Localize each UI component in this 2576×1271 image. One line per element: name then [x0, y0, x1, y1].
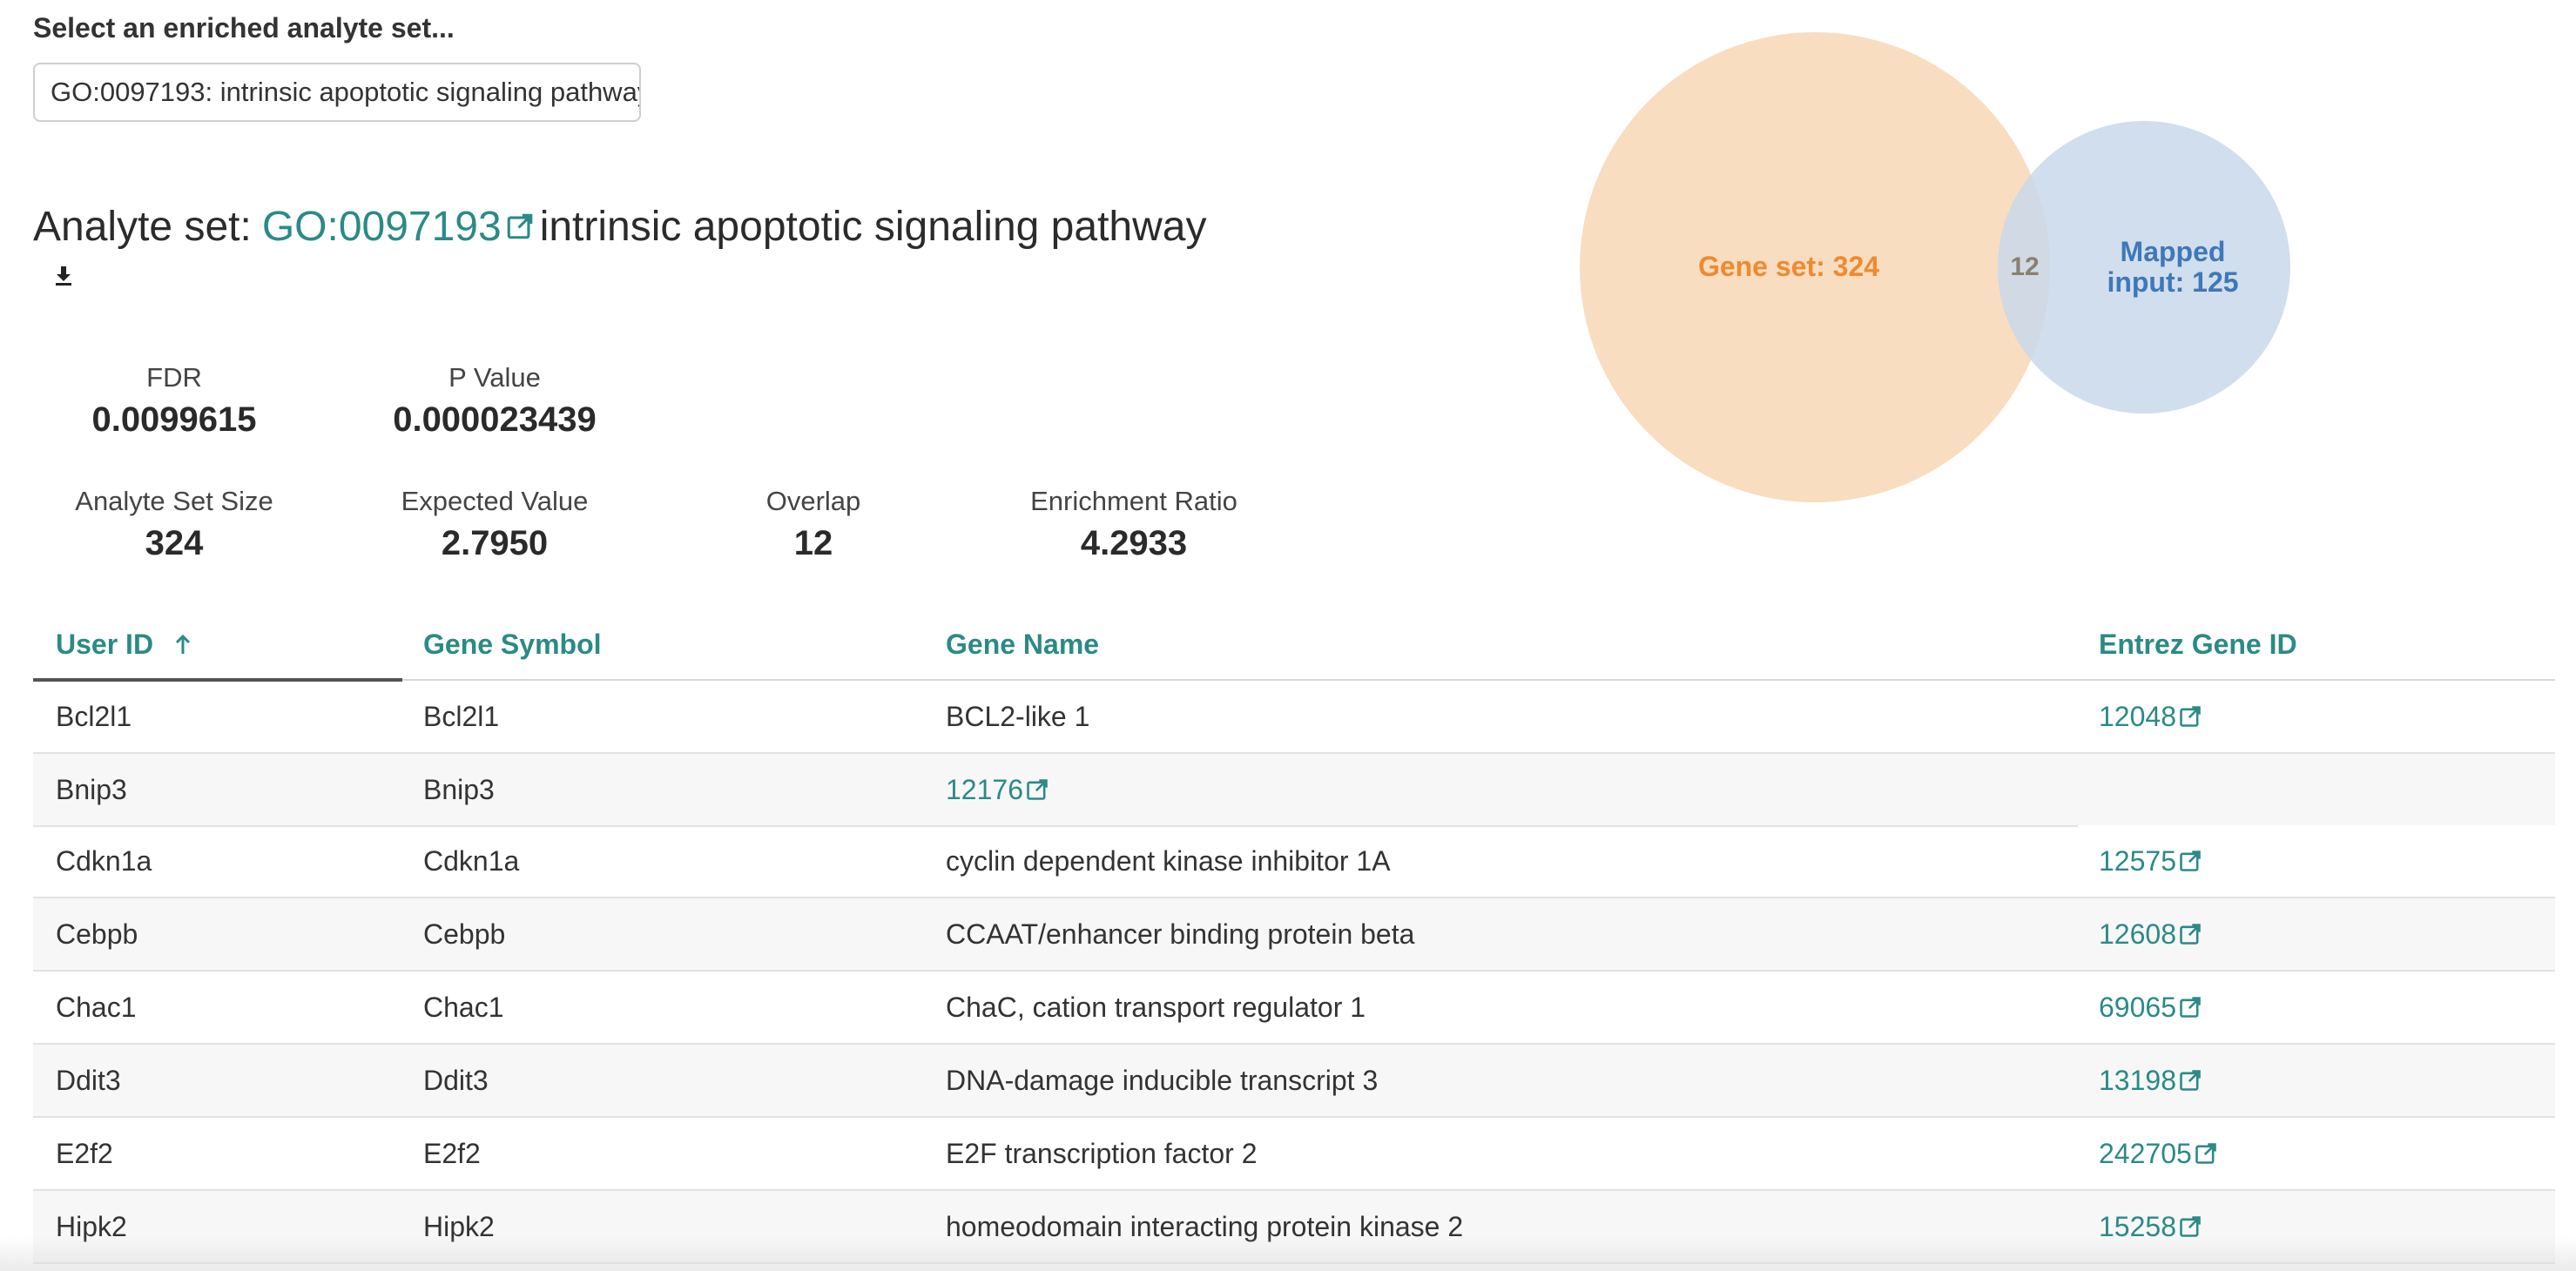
external-link-icon — [2180, 706, 2201, 727]
mapped-input-label-line1: Mapped — [2121, 236, 2226, 267]
analyte-set-size-label: Analyte Set Size — [75, 486, 273, 516]
gene-name-cell: E2F transcription factor 2 — [946, 1138, 1258, 1169]
analyte-set-name: intrinsic apoptotic signaling pathway — [539, 203, 1207, 250]
user-id-cell: Ddit3 — [56, 1065, 121, 1096]
user-id-cell: Cebpb — [56, 918, 138, 950]
fdr-stat: FDR 0.0099615 — [44, 362, 305, 440]
gene-name-cell: BCL2-like 1 — [946, 701, 1090, 732]
gene-name-cell: ChaC, cation transport regulator 1 — [946, 992, 1366, 1023]
p-value-value: 0.000023439 — [393, 400, 597, 439]
table-header: User ID Gene Symbol Gene Name Entrez Gen… — [33, 609, 2555, 682]
analyte-set-select[interactable]: GO:0097193: intrinsic apoptotic signalin… — [33, 63, 641, 122]
sort-indicator-underline — [33, 678, 402, 682]
external-link-icon — [2180, 851, 2201, 871]
entrez-id-text: 12608 — [2099, 918, 2176, 950]
entrez-id-text: 13198 — [2099, 1065, 2176, 1096]
external-link-icon — [2195, 1143, 2216, 1164]
gene-set-label: Gene set: 324 — [1698, 251, 1879, 282]
analyte-set-select-label: Select an enriched analyte set... — [33, 12, 455, 44]
user-id-cell: Bcl2l1 — [56, 701, 132, 732]
enrichment-ratio-stat: Enrichment Ratio 4.2933 — [1003, 486, 1264, 563]
user-id-cell: E2f2 — [56, 1138, 113, 1169]
gene-name-cell: CCAAT/enhancer binding protein beta — [946, 918, 1415, 950]
user-id-column-header[interactable]: User ID — [56, 609, 192, 679]
enrichment-ratio-label: Enrichment Ratio — [1030, 486, 1237, 516]
gene-symbol-cell: Cdkn1a — [423, 845, 520, 877]
mapped-input-label-line2: input: 125 — [2107, 266, 2238, 298]
sort-ascending-arrow-icon — [175, 634, 190, 654]
entrez-id-text: 12048 — [2099, 701, 2176, 732]
entrez-link[interactable]: 12176 — [946, 754, 1049, 825]
fdr-label: FDR — [146, 362, 202, 393]
overlap-stat: Overlap 12 — [683, 486, 944, 563]
gene-symbol-cell: Cebpb — [423, 918, 506, 950]
expected-value-value: 2.7950 — [441, 524, 549, 562]
table-row: Cdkn1a Cdkn1a cyclin dependent kinase in… — [33, 825, 2555, 898]
enrichment-ratio-value: 4.2933 — [1080, 524, 1188, 562]
gene-name-cell: cyclin dependent kinase inhibitor 1A — [946, 845, 1391, 877]
entrez-id-text: 69065 — [2099, 992, 2176, 1023]
gene-set-circle — [1580, 32, 2050, 502]
analyte-set-id-link[interactable]: GO:0097193 — [261, 203, 502, 250]
entrez-link[interactable]: 13198 — [2099, 1045, 2202, 1116]
bottom-scroll-shadow — [0, 1236, 2576, 1271]
gene-symbol-cell: Ddit3 — [423, 1065, 489, 1096]
p-value-label: P Value — [448, 362, 541, 393]
entrez-link[interactable]: 69065 — [2099, 972, 2202, 1043]
title-prefix: Analyte set: — [33, 203, 252, 250]
external-link-icon — [2180, 997, 2201, 1018]
gene-symbol-cell: E2f2 — [423, 1138, 481, 1169]
external-link-icon — [2180, 1070, 2201, 1091]
table-row: Bnip3 Bnip3 12176 — [33, 754, 2555, 827]
external-link-icon — [1027, 779, 1048, 800]
gene-symbol-cell: Bcl2l1 — [423, 701, 500, 732]
mapped-input-circle — [1998, 121, 2290, 414]
external-link-icon[interactable] — [505, 212, 535, 241]
overlap-label: Overlap — [765, 486, 861, 516]
gene-name-cell: DNA-damage inducible transcript 3 — [946, 1065, 1379, 1096]
gene-symbol-column-header[interactable]: Gene Symbol — [423, 629, 602, 660]
overlap-value: 12 — [793, 524, 833, 562]
table-row: E2f2 E2f2 E2F transcription factor 2 242… — [33, 1118, 2555, 1191]
overlap-count-label: 12 — [2010, 252, 2039, 281]
user-id-cell: Bnip3 — [56, 774, 127, 805]
row-divider — [33, 825, 2078, 827]
user-id-cell: Cdkn1a — [56, 845, 152, 877]
user-id-header-label: User ID — [56, 629, 154, 660]
entrez-link[interactable]: 242705 — [2099, 1118, 2218, 1189]
download-icon[interactable] — [51, 263, 77, 289]
page-title: Analyte set: GO:0097193 intrinsic apopto… — [33, 198, 1206, 254]
external-link-icon — [2180, 924, 2201, 945]
analyte-set-size-stat: Analyte Set Size 324 — [44, 486, 305, 563]
entrez-link[interactable]: 12608 — [2099, 898, 2202, 970]
expected-value-label: Expected Value — [401, 486, 589, 516]
p-value-stat: P Value 0.000023439 — [364, 362, 625, 440]
entrez-id-text: 12176 — [946, 774, 1023, 805]
entrez-link[interactable]: 12575 — [2099, 825, 2202, 897]
genes-table: User ID Gene Symbol Gene Name Entrez Gen… — [33, 609, 2555, 1264]
expected-value-stat: Expected Value 2.7950 — [364, 486, 625, 563]
external-link-icon — [2180, 1216, 2201, 1237]
table-row: Ddit3 Ddit3 DNA-damage inducible transcr… — [33, 1045, 2555, 1118]
table-row: Bcl2l1 Bcl2l1 BCL2-like 1 12048 — [33, 681, 2555, 754]
fdr-value: 0.0099615 — [91, 400, 257, 439]
gene-symbol-cell: Bnip3 — [423, 774, 495, 805]
analyte-set-size-value: 324 — [145, 524, 204, 562]
entrez-gene-id-column-header[interactable]: Entrez Gene ID — [2099, 629, 2297, 660]
entrez-link[interactable]: 12048 — [2099, 681, 2202, 752]
gene-symbol-cell: Chac1 — [423, 992, 504, 1023]
table-row: Chac1 Chac1 ChaC, cation transport regul… — [33, 972, 2555, 1045]
table-row: Cebpb Cebpb CCAAT/enhancer binding prote… — [33, 898, 2555, 972]
venn-diagram: Gene set: 324 12 Mapped input: 125 — [1580, 32, 2290, 502]
entrez-id-text: 242705 — [2099, 1138, 2192, 1169]
entrez-id-text: 12575 — [2099, 845, 2176, 877]
gene-name-column-header[interactable]: Gene Name — [946, 629, 1100, 660]
user-id-cell: Chac1 — [56, 992, 137, 1023]
